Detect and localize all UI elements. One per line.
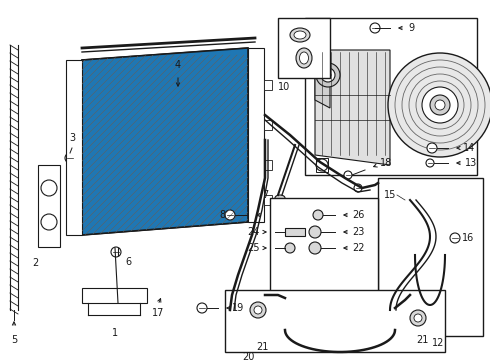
Text: 16: 16 <box>462 233 474 243</box>
Text: 15: 15 <box>384 190 396 200</box>
Circle shape <box>309 242 321 254</box>
Bar <box>82 288 147 303</box>
Ellipse shape <box>296 48 312 68</box>
Circle shape <box>225 210 235 220</box>
Text: 24: 24 <box>247 227 260 237</box>
Text: 9: 9 <box>408 23 414 33</box>
Polygon shape <box>315 50 330 108</box>
Circle shape <box>285 243 295 253</box>
Text: 7: 7 <box>262 190 268 200</box>
Text: 14: 14 <box>463 143 475 153</box>
Circle shape <box>430 95 450 115</box>
Text: 17: 17 <box>152 308 164 318</box>
Circle shape <box>370 23 380 33</box>
Text: 3: 3 <box>69 133 75 143</box>
Text: 6: 6 <box>125 257 131 267</box>
Text: 20: 20 <box>242 352 254 360</box>
Text: 4: 4 <box>175 60 181 70</box>
Bar <box>248 48 264 222</box>
Bar <box>285 228 305 236</box>
Bar <box>225 290 445 352</box>
Circle shape <box>316 63 340 87</box>
Text: 1: 1 <box>112 328 118 338</box>
Bar <box>264 195 272 205</box>
Text: 26: 26 <box>352 210 365 220</box>
Text: 19: 19 <box>232 303 244 313</box>
Bar <box>66 60 82 235</box>
Circle shape <box>435 100 445 110</box>
Text: 23: 23 <box>352 227 365 237</box>
Text: 5: 5 <box>11 335 17 345</box>
Circle shape <box>427 143 437 153</box>
Bar <box>264 80 272 90</box>
Circle shape <box>111 247 121 257</box>
Circle shape <box>414 314 422 322</box>
Circle shape <box>426 159 434 167</box>
Bar <box>264 160 272 170</box>
Bar <box>270 198 378 316</box>
Bar <box>305 18 477 175</box>
Polygon shape <box>315 50 390 165</box>
Text: 10: 10 <box>278 82 290 92</box>
Circle shape <box>250 302 266 318</box>
Circle shape <box>422 87 458 123</box>
Circle shape <box>254 306 262 314</box>
Circle shape <box>41 180 57 196</box>
Circle shape <box>450 233 460 243</box>
Text: 21: 21 <box>256 342 268 352</box>
Bar <box>38 165 60 247</box>
Circle shape <box>354 184 362 192</box>
Circle shape <box>309 226 321 238</box>
Ellipse shape <box>290 28 310 42</box>
Ellipse shape <box>299 52 309 64</box>
Circle shape <box>388 53 490 157</box>
Text: 12: 12 <box>432 338 444 348</box>
Ellipse shape <box>294 31 306 39</box>
Ellipse shape <box>275 195 285 201</box>
Text: 2: 2 <box>32 258 38 268</box>
Text: 8: 8 <box>219 210 225 220</box>
Bar <box>316 158 328 172</box>
Text: 25: 25 <box>247 243 260 253</box>
Circle shape <box>41 214 57 230</box>
Circle shape <box>197 303 207 313</box>
Bar <box>264 120 272 130</box>
Circle shape <box>325 72 331 78</box>
Text: 22: 22 <box>352 243 365 253</box>
Text: 13: 13 <box>465 158 477 168</box>
Polygon shape <box>82 48 248 235</box>
Circle shape <box>344 171 352 179</box>
Circle shape <box>316 159 328 171</box>
Polygon shape <box>82 48 248 235</box>
Bar <box>278 18 330 78</box>
Circle shape <box>313 210 323 220</box>
Circle shape <box>65 153 75 163</box>
Circle shape <box>410 310 426 326</box>
Bar <box>378 178 483 336</box>
Circle shape <box>321 68 335 82</box>
Text: 18: 18 <box>380 158 392 168</box>
Text: 21: 21 <box>416 335 428 345</box>
